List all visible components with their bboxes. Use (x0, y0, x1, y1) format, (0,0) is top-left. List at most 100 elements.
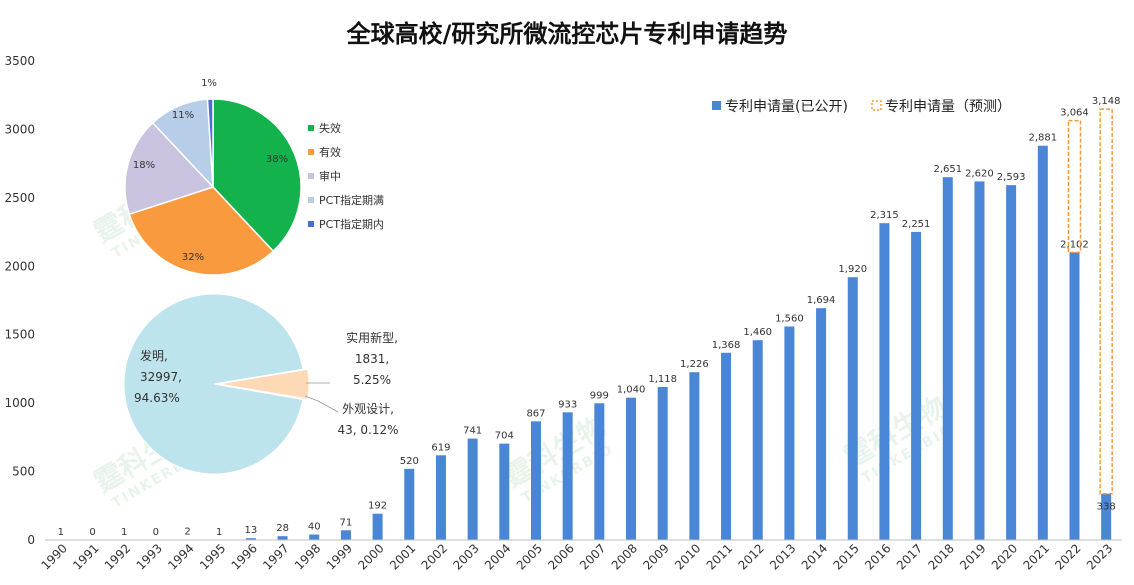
pie-legend-label: 审中 (319, 169, 341, 183)
pie-slice (124, 121, 215, 216)
x-tick-label: 2007 (577, 541, 608, 572)
bar-data-label: 619 (431, 442, 450, 453)
y-axis: 0 500 1000 1500 2000 2500 3000 3500 (4, 54, 35, 547)
bar-data-label: 2,102 (1060, 239, 1089, 250)
x-tick-label: 1997 (260, 541, 291, 572)
bar (752, 340, 763, 540)
bar-data-label: 2,620 (965, 168, 994, 179)
bar (911, 231, 922, 540)
pie-slice-name: 发明, (140, 348, 168, 363)
bar-data-label: 1,368 (712, 340, 741, 351)
x-tick-label: 2019 (957, 541, 988, 572)
y-tick-label: 3500 (4, 54, 35, 68)
bar-series: 1 0 1 0 2 1 13 28 40 71 192 520 619 741 704 867 933 999 1,… (55, 133, 1116, 541)
y-tick-label: 3000 (4, 122, 35, 136)
bar-data-label: 0 (153, 527, 159, 538)
bar (689, 372, 700, 540)
bar-data-label: 1,040 (617, 385, 646, 396)
type-pie-chart: 发明, 32997, 94.63% 实用新型, 1831, 5.25% 外观设计, 43, 0… (123, 293, 399, 475)
x-tick-label: 1990 (39, 541, 70, 572)
x-tick-label: 2003 (450, 541, 481, 572)
pie-legend-swatch (308, 173, 314, 179)
pie-legend-swatch (308, 125, 314, 131)
bar-data-label: 338 (1097, 502, 1116, 513)
bar (784, 326, 795, 540)
x-tick-label: 2008 (609, 541, 640, 572)
bar-data-label: 1,920 (838, 264, 867, 275)
bar-data-label: 704 (495, 431, 514, 442)
bar (879, 223, 890, 540)
bar (530, 421, 541, 540)
bar (372, 513, 383, 540)
y-tick-label: 1500 (4, 328, 35, 342)
bar (435, 455, 446, 540)
bar (277, 536, 288, 540)
x-tick-label: 1995 (197, 541, 228, 572)
bar (562, 412, 573, 540)
bar (404, 468, 415, 540)
x-tick-label: 2015 (830, 541, 861, 572)
pie-slice-label: 1% (201, 78, 217, 89)
x-tick-label: 2004 (482, 541, 513, 572)
forecast-bar (1099, 108, 1113, 495)
x-tick-label: 2000 (355, 541, 386, 572)
forecast-data-label: 3,148 (1092, 96, 1121, 107)
bar-data-label: 1 (58, 527, 64, 538)
x-tick-label: 2016 (862, 541, 893, 572)
y-tick-label: 500 (12, 465, 35, 479)
status-pie-chart: 38% 32% 18% 11% 1% (124, 78, 302, 276)
bar (974, 181, 985, 541)
bar (942, 177, 953, 540)
bar-data-label: 867 (526, 408, 545, 419)
x-axis: 1990 1991 1992 1993 1994 1995 1996 1997 1998 1999… (39, 539, 1122, 573)
bar-data-label: 2,315 (870, 210, 899, 221)
pie-slice-value: 1831, (355, 352, 389, 366)
x-tick-label: 2006 (545, 541, 576, 572)
x-tick-label: 2001 (387, 541, 418, 572)
bar-data-label: 2 (184, 527, 190, 538)
x-tick-label: 1991 (70, 541, 101, 572)
x-tick-label: 1996 (229, 541, 260, 572)
pie-legend-label: PCT指定期满 (319, 193, 384, 207)
leader-line (304, 395, 339, 413)
x-tick-label: 2020 (989, 541, 1020, 572)
x-tick-label: 2012 (735, 541, 766, 572)
bar (340, 530, 351, 540)
pie-slice-label: 32% (182, 252, 204, 263)
pie-legend-label: PCT指定期内 (319, 217, 384, 231)
pie-legend-label: 失效 (319, 121, 341, 135)
bar-data-label: 1 (121, 527, 127, 538)
bar-data-label: 999 (590, 390, 609, 401)
bar-data-label: 28 (276, 523, 289, 534)
bar-data-label: 0 (89, 527, 95, 538)
pie-legend-swatch (308, 149, 314, 155)
bar-data-label: 2,593 (997, 172, 1026, 183)
pie-slice-pct: 94.63% (134, 391, 180, 405)
bar-data-label: 2,251 (902, 219, 931, 230)
pie-slice-name: 外观设计, (342, 402, 394, 416)
pie-slice (206, 98, 214, 188)
pie-slice-label: 11% (172, 110, 194, 121)
bar-data-label: 1 (216, 527, 222, 538)
bar (721, 352, 732, 540)
pie-slice-value: 32997, (140, 370, 182, 384)
bar-data-label: 13 (245, 525, 258, 536)
x-tick-label: 2022 (1052, 541, 1083, 572)
pie-legend-label: 有效 (319, 145, 341, 159)
x-tick-label: 1993 (134, 541, 165, 572)
x-tick-label: 1998 (292, 541, 323, 572)
bar-data-label: 1,694 (807, 295, 836, 306)
y-tick-label: 0 (27, 533, 35, 547)
chart-title: 全球高校/研究所微流控芯片专利申请趋势 (346, 20, 788, 48)
pie-legend-swatch (308, 221, 314, 227)
bar-data-label: 933 (558, 399, 577, 410)
x-tick-label: 1999 (324, 541, 355, 572)
bar (1037, 145, 1048, 540)
x-tick-label: 2018 (925, 541, 956, 572)
x-tick-label: 2017 (894, 541, 925, 572)
pie-slice-label: 18% (133, 160, 155, 171)
bar-data-label: 2,881 (1028, 133, 1057, 144)
legend-label-published: 专利申请量(已公开) (725, 99, 848, 115)
